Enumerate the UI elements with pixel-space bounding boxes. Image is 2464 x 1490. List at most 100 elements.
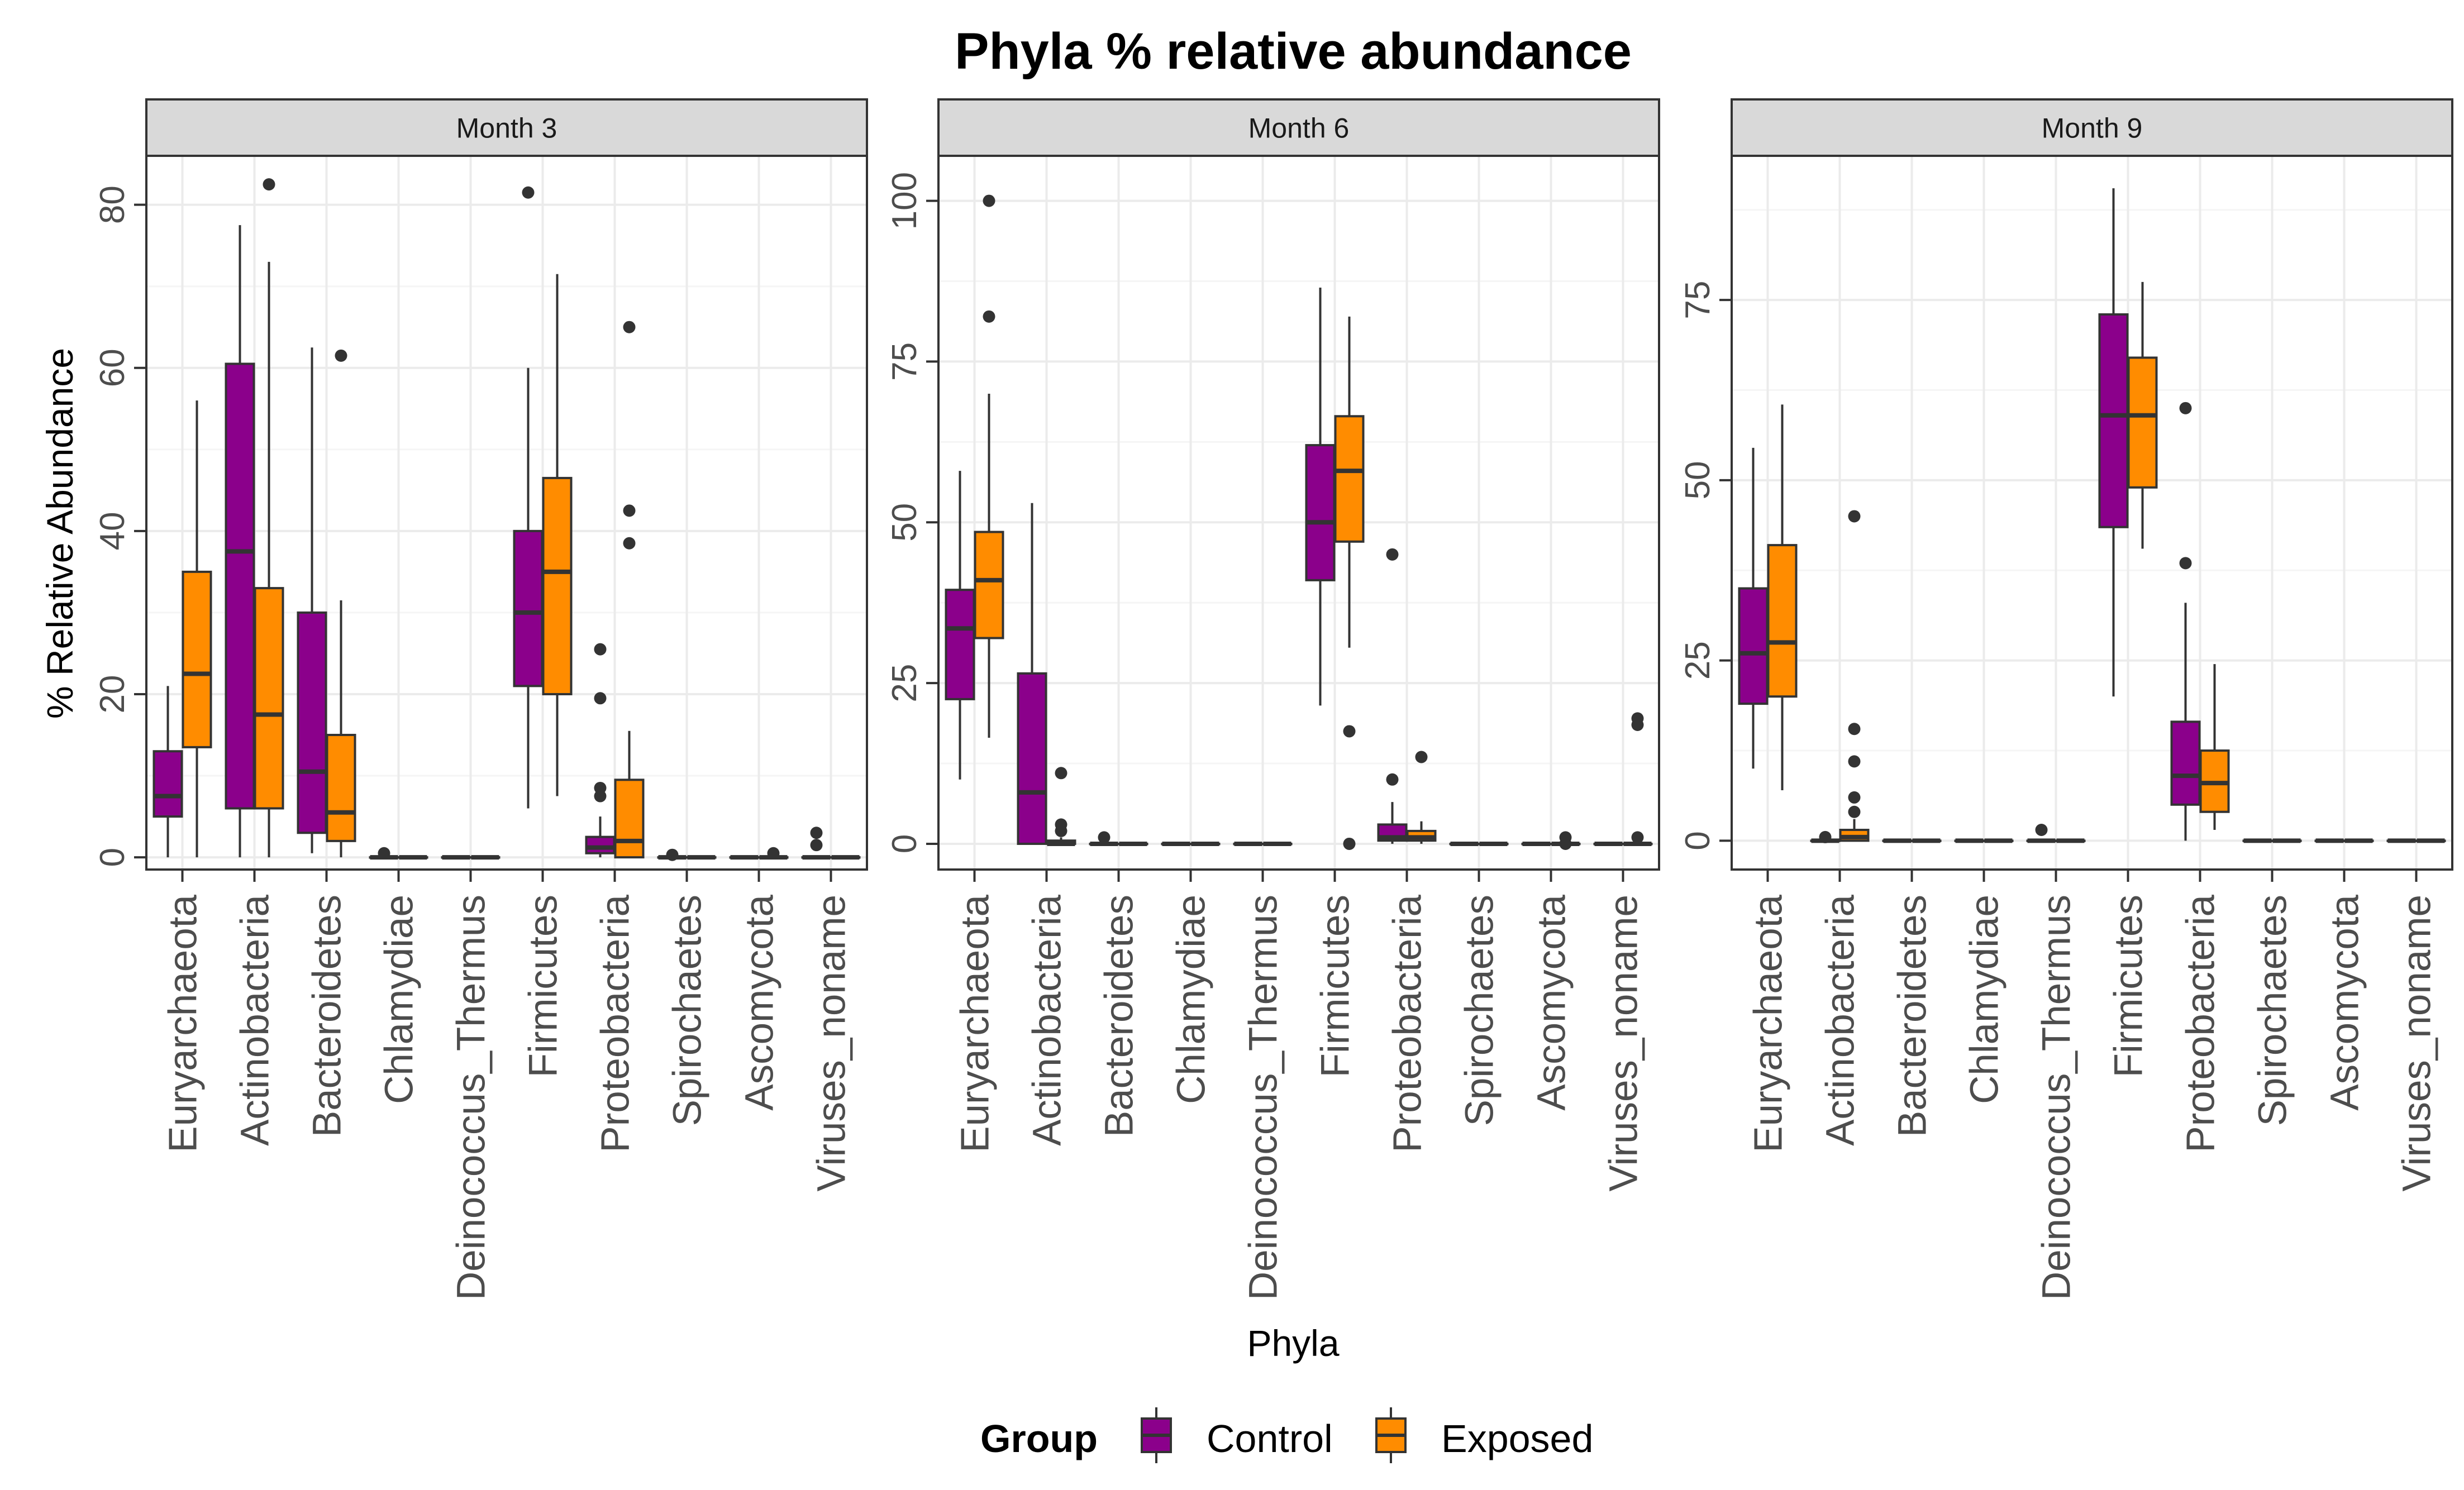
- box-exposed: [758, 847, 789, 860]
- x-tick-label: Firmicutes: [522, 895, 566, 1077]
- panel-background: [938, 156, 1659, 870]
- facet-panel: Month 3 0 20 40 60 80 Euryarchaeota Actinobacte…: [93, 98, 868, 1300]
- box-control: [1377, 548, 1408, 844]
- box-body: [542, 476, 573, 695]
- box-exposed: [1767, 404, 1798, 790]
- box-exposed: [1622, 712, 1653, 846]
- box-control: [1810, 830, 1841, 843]
- box-control: [801, 827, 832, 860]
- x-tick-label: Proteobacteria: [2179, 894, 2223, 1152]
- x-tick-label: Actinobacteria: [233, 894, 278, 1145]
- y-tick-label: 75: [1679, 281, 1717, 319]
- x-tick-label: Ascomycota: [738, 894, 782, 1110]
- box-control: [1738, 447, 1769, 769]
- outlier-point: [1631, 712, 1644, 725]
- facet-strip-label: Month 9: [2042, 113, 2143, 144]
- box-control: [225, 225, 255, 858]
- x-tick-label: Euryarchaeota: [954, 894, 998, 1152]
- facet-panels: Month 3 0 20 40 60 80 Euryarchaeota Actinobacte…: [93, 98, 2453, 1300]
- box-body: [254, 587, 284, 810]
- facet-strip-label: Month 6: [1248, 113, 1350, 144]
- outlier-point: [594, 781, 607, 794]
- facet-strip: [1731, 98, 2453, 157]
- outlier-point: [1559, 831, 1572, 844]
- box-body: [614, 779, 645, 859]
- x-tick-label: Viruses_noname: [2395, 895, 2439, 1192]
- x-tick-label: Ascomycota: [2323, 894, 2367, 1110]
- box-exposed: [2127, 281, 2158, 549]
- x-tick-label: Euryarchaeota: [1747, 894, 1791, 1152]
- x-axis-title: Phyla: [1247, 1322, 1339, 1364]
- outlier-point: [1415, 751, 1428, 763]
- outlier-point: [623, 537, 636, 550]
- box-exposed: [2343, 838, 2374, 843]
- outlier-point: [1848, 791, 1861, 804]
- box-exposed: [2199, 664, 2230, 830]
- box-control: [2098, 188, 2129, 697]
- box-body: [585, 835, 616, 854]
- box-exposed: [470, 855, 501, 860]
- x-tick-label: Viruses_noname: [810, 895, 854, 1192]
- box-body: [326, 734, 356, 842]
- box-control: [152, 686, 183, 858]
- x-tick-label: Proteobacteria: [1386, 894, 1430, 1152]
- y-tick-label: 60: [93, 348, 132, 387]
- outlier-point: [1848, 510, 1861, 523]
- y-tick-label: 80: [93, 185, 132, 224]
- legend-key-control: [1141, 1407, 1172, 1463]
- box-exposed: [2415, 838, 2446, 843]
- box-control: [513, 186, 544, 809]
- outlier-point: [2179, 402, 2192, 414]
- box-exposed: [1406, 751, 1437, 844]
- legend-label-exposed: Exposed: [1441, 1417, 1593, 1460]
- box-exposed: [2271, 838, 2302, 843]
- outlier-point: [1848, 723, 1861, 736]
- box-control: [441, 855, 471, 860]
- x-tick-label: Spirochaetes: [2251, 895, 2295, 1126]
- x-tick-label: Proteobacteria: [594, 894, 638, 1152]
- box-body: [1017, 672, 1047, 845]
- outlier-point: [666, 848, 679, 861]
- box-control: [585, 643, 616, 858]
- outlier-point: [810, 827, 823, 839]
- outlier-point: [983, 310, 995, 323]
- box-control: [729, 855, 760, 860]
- legend-title: Group: [980, 1417, 1098, 1460]
- outlier-point: [594, 643, 607, 656]
- facet-strip: [145, 98, 868, 157]
- facet-panel: Month 6 0 25 50 75 100 Euryarchaeota Actinobact…: [885, 98, 1660, 1300]
- y-tick-label: 0: [93, 848, 132, 867]
- outlier-point: [1631, 831, 1644, 844]
- outlier-point: [810, 839, 823, 852]
- y-tick-label: 25: [885, 664, 924, 703]
- box-body: [2170, 720, 2201, 806]
- outlier-point: [1819, 830, 1832, 843]
- box-exposed: [614, 321, 645, 859]
- outlier-point: [983, 194, 995, 207]
- x-tick-label: Bacteroidetes: [1098, 895, 1142, 1137]
- box-control: [2242, 838, 2273, 843]
- outlier-point: [1343, 837, 1356, 850]
- box-exposed: [182, 400, 212, 858]
- outlier-point: [1055, 767, 1067, 780]
- outlier-point: [594, 692, 607, 705]
- box-body: [974, 531, 1004, 639]
- outlier-point: [2179, 557, 2192, 570]
- box-exposed: [1334, 316, 1365, 850]
- legend-key-exposed: [1375, 1407, 1407, 1463]
- outlier-point: [623, 321, 636, 333]
- box-exposed: [974, 194, 1004, 738]
- x-tick-label: Bacteroidetes: [306, 895, 350, 1137]
- box-body: [1738, 587, 1769, 705]
- outlier-point: [263, 178, 275, 191]
- box-control: [1954, 838, 1985, 843]
- x-tick-label: Chlamydiae: [378, 895, 422, 1104]
- box-exposed: [1046, 767, 1076, 846]
- outlier-point: [1848, 805, 1861, 818]
- box-exposed: [326, 349, 356, 858]
- facet-panel: Month 9 0 25 50 75 Euryarchaeota Actinobacteri…: [1679, 98, 2453, 1300]
- outlier-point: [522, 186, 535, 199]
- chart-title: Phyla % relative abundance: [955, 23, 1632, 80]
- box-control: [2170, 402, 2201, 841]
